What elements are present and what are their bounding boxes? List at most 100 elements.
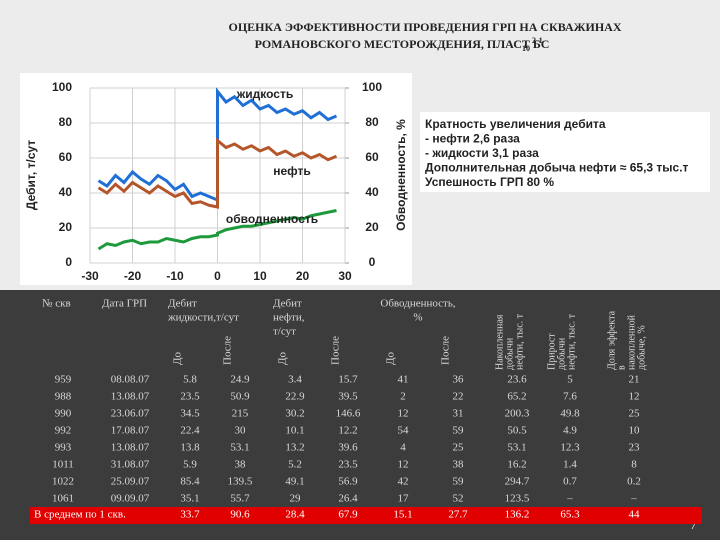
table-header: добычи <box>556 337 567 370</box>
table-cell: 1.4 <box>563 459 577 471</box>
y-tick-label: 20 <box>59 220 73 234</box>
table-cell: 23.5 <box>180 391 200 403</box>
table-cell: 988 <box>55 391 72 403</box>
x-tick-label: -30 <box>81 269 99 283</box>
table-cell: 52 <box>453 493 464 505</box>
table-cell: 08.08.07 <box>111 374 150 386</box>
table-cell: 25 <box>453 442 465 454</box>
table-header: нефти, <box>273 312 305 324</box>
table-cell: 1061 <box>52 493 74 505</box>
table-header: нефти, тыс. т <box>566 313 577 370</box>
note: Кратность увеличения дебита <box>425 117 606 131</box>
table-header: Доля эффекта <box>606 310 617 370</box>
table-header: добыче, % <box>636 325 647 370</box>
table-cell: 09.09.07 <box>111 493 150 505</box>
table-cell: 31.08.07 <box>111 459 150 471</box>
table-cell: 67.9 <box>338 509 358 521</box>
table-cell: 8 <box>631 459 637 471</box>
table-cell: 294.7 <box>505 476 530 488</box>
table-header: жидкости,т/сут <box>167 312 239 324</box>
title: РОМАНОВСКОГО МЕСТОРОЖДЕНИЯ, ПЛАСТ БС <box>255 37 550 51</box>
table-cell: 55.7 <box>230 493 250 505</box>
x-tick-label: -10 <box>166 269 184 283</box>
table-cell: 59 <box>453 476 465 488</box>
table-cell: 35.1 <box>180 493 199 505</box>
table-cell: 4.9 <box>563 425 577 437</box>
table-subheader: После <box>440 336 452 365</box>
table-cell: 10.1 <box>285 425 304 437</box>
table-cell: 36 <box>453 374 465 386</box>
table-cell: 65.2 <box>507 391 526 403</box>
table-cell: 59 <box>453 425 465 437</box>
table-cell: 12 <box>398 408 409 420</box>
table-cell: 2 <box>400 391 406 403</box>
table-cell: 4 <box>400 442 406 454</box>
table-cell: 993 <box>55 442 72 454</box>
table-cell: 5.2 <box>288 459 302 471</box>
table-cell: 17 <box>398 493 410 505</box>
series-label: обводненность <box>226 212 318 226</box>
table-header: Дата ГРП <box>102 298 147 310</box>
table-header: т/сут <box>273 326 296 338</box>
table-subheader: После <box>330 336 342 365</box>
y-tick-label: 0 <box>65 255 72 269</box>
y-tick-label: 60 <box>59 150 73 164</box>
table-cell: 27.7 <box>448 509 468 521</box>
table-cell: 50.9 <box>230 391 250 403</box>
table-cell: 16.2 <box>507 459 526 471</box>
y2-tick-label: 0 <box>369 255 376 269</box>
table-cell: 123.5 <box>505 493 530 505</box>
series-line <box>97 137 338 209</box>
table-cell: 21 <box>629 374 640 386</box>
title-subscript: 10 <box>522 44 530 53</box>
table-cell: 23 <box>629 442 641 454</box>
table-cell: 13.08.07 <box>111 391 150 403</box>
table-cell: 139.5 <box>228 476 253 488</box>
table-cell: 959 <box>55 374 72 386</box>
table-header: Дебит <box>273 298 302 310</box>
table-cell: 44 <box>629 509 641 521</box>
table-cell: 1022 <box>52 476 74 488</box>
table-cell: 53.1 <box>507 442 526 454</box>
table-cell: 23.06.07 <box>111 408 150 420</box>
table-cell: 992 <box>55 425 72 437</box>
table-cell: 25 <box>629 408 641 420</box>
table-header: нефти, тыс. т <box>514 313 525 370</box>
table-cell: 31 <box>453 408 464 420</box>
table-cell: 49.8 <box>560 408 580 420</box>
series-label: жидкость <box>236 87 293 101</box>
x-tick-label: -20 <box>124 269 142 283</box>
table-cell: 13.08.07 <box>111 442 150 454</box>
table-cell: 15.1 <box>393 509 412 521</box>
y-tick-label: 40 <box>59 185 73 199</box>
table-cell: 30 <box>235 425 247 437</box>
table-header: Накопленная <box>494 314 505 370</box>
page-number: 7 <box>690 518 697 533</box>
table-cell: 22 <box>453 391 464 403</box>
average-row <box>30 507 702 524</box>
table-subheader: До <box>172 351 184 365</box>
table-cell: 33.7 <box>180 509 200 521</box>
table-cell: 38 <box>235 459 247 471</box>
table-cell: 90.6 <box>230 509 250 521</box>
table-cell: 5.8 <box>183 374 197 386</box>
table-cell: 12 <box>629 391 640 403</box>
table-cell: 38 <box>453 459 465 471</box>
y-axis-label: Дебит, т/сут <box>24 140 38 210</box>
table-cell: 215 <box>232 408 249 420</box>
table-cell: 1011 <box>52 459 74 471</box>
table-cell: 49.1 <box>285 476 304 488</box>
table-subheader: После <box>222 336 234 365</box>
table-cell: 12.2 <box>338 425 357 437</box>
table-cell: В среднем по 1 скв. <box>34 509 126 521</box>
table-cell: 3.4 <box>288 374 302 386</box>
table-cell: 24.9 <box>230 374 250 386</box>
table-cell: 0.7 <box>563 476 577 488</box>
table-subheader: До <box>277 351 289 365</box>
table-cell: 17.08.07 <box>111 425 150 437</box>
table-header: Обводненность, <box>380 298 455 310</box>
table-cell: 29 <box>290 493 302 505</box>
table-header: в <box>616 365 627 370</box>
x-tick-label: 10 <box>253 269 267 283</box>
y-tick-label: 100 <box>52 80 72 94</box>
